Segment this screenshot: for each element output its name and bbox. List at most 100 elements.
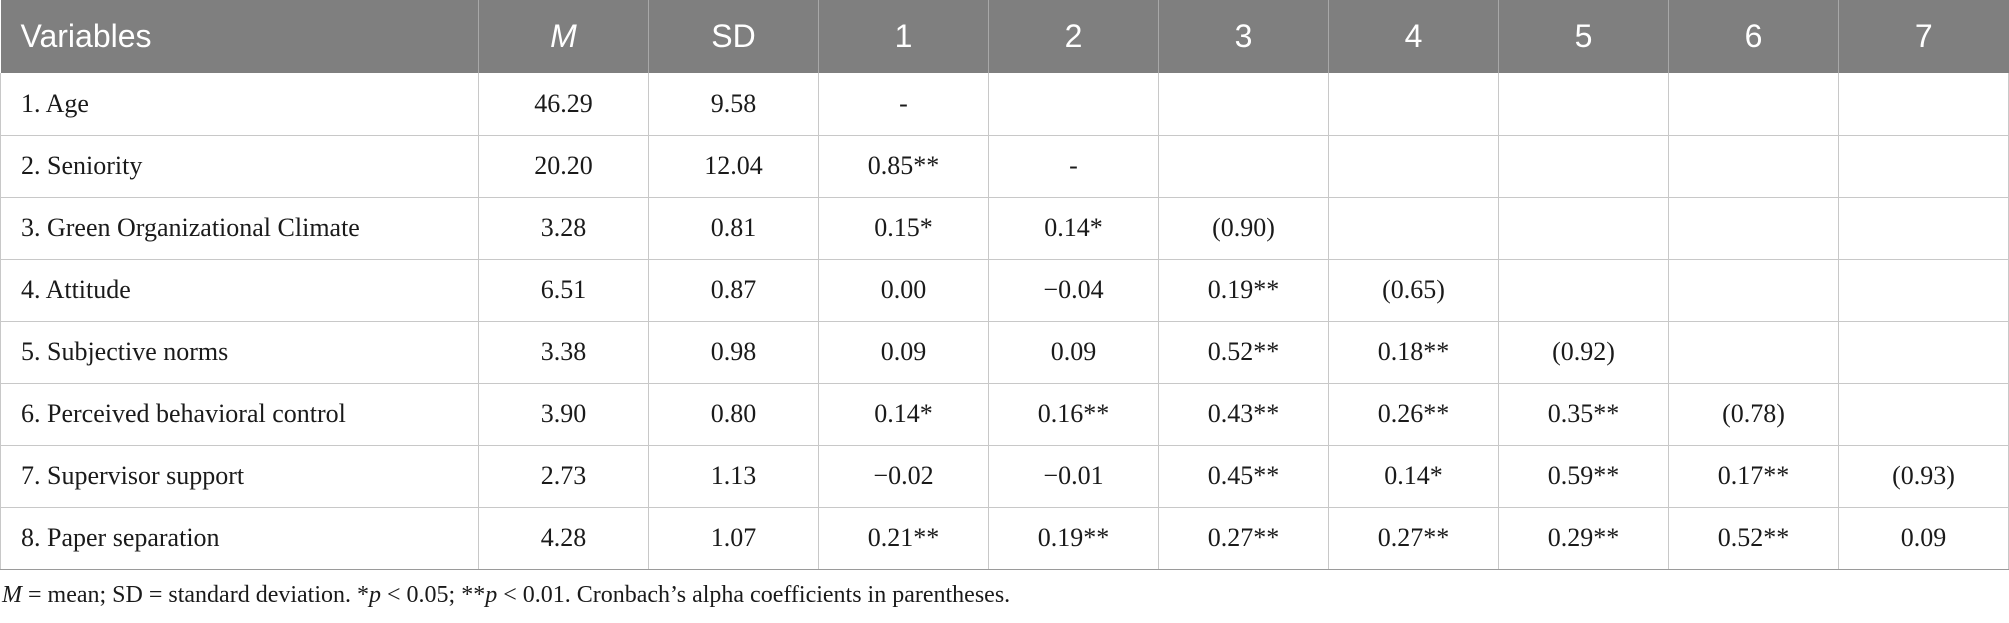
row-cell-6 [1668,197,1839,260]
row-sd: 12.04 [648,135,819,198]
row-cell-6: 0.52** [1668,507,1839,570]
row-cell-1: −0.02 [818,445,989,508]
row-cell-1: 0.85** [818,135,989,198]
row-cell-2: −0.04 [988,259,1159,322]
footnote-p1-symbol: p [369,582,382,608]
correlation-table-container: Variables M SD 1 2 3 4 5 6 7 1. Age 46.2… [0,0,2009,570]
row-cell-5 [1498,259,1669,322]
row-cell-5: (0.92) [1498,321,1669,384]
row-cell-5: 0.29** [1498,507,1669,570]
row-sd: 0.80 [648,383,819,446]
row-cell-2 [988,73,1159,136]
row-sd: 0.81 [648,197,819,260]
row-cell-6 [1668,259,1839,322]
row-cell-7: (0.93) [1838,445,2009,508]
row-mean: 6.51 [478,259,649,322]
row-mean: 20.20 [478,135,649,198]
table-footnote: M = mean; SD = standard deviation. *p < … [2,582,1010,609]
row-variable-name: 4. Attitude [0,259,479,322]
row-cell-4 [1328,197,1499,260]
row-cell-7 [1838,321,2009,384]
row-cell-2: - [988,135,1159,198]
row-variable-name: 3. Green Organizational Climate [0,197,479,260]
footnote-m-symbol: M [2,582,22,608]
header-col-3: 3 [1158,0,1329,73]
row-sd: 9.58 [648,73,819,136]
header-variables: Variables [0,0,479,73]
row-variable-name: 7. Supervisor support [0,445,479,508]
row-sd: 0.98 [648,321,819,384]
row-cell-3 [1158,73,1329,136]
header-col-5: 5 [1498,0,1669,73]
row-variable-name: 6. Perceived behavioral control [0,383,479,446]
row-cell-6: 0.17** [1668,445,1839,508]
row-cell-6 [1668,321,1839,384]
row-cell-3: 0.52** [1158,321,1329,384]
footnote-m-definition: = mean; SD = standard deviation. * [22,582,370,608]
row-cell-4: (0.65) [1328,259,1499,322]
row-cell-7 [1838,383,2009,446]
footnote-p1-definition: < 0.05; ** [381,582,486,608]
row-variable-name: 1. Age [0,73,479,136]
header-col-7: 7 [1914,18,1933,54]
row-variable-name: 5. Subjective norms [0,321,479,384]
row-cell-6 [1668,135,1839,198]
row-cell-3: (0.90) [1158,197,1329,260]
footnote-p2-symbol: p [485,582,498,608]
row-cell-4 [1328,135,1499,198]
row-cell-4: 0.18** [1328,321,1499,384]
row-cell-4 [1328,73,1499,136]
row-cell-2: 0.16** [988,383,1159,446]
row-cell-6: (0.78) [1668,383,1839,446]
table-row: 1. Age 46.29 9.58 - [0,73,2009,136]
row-cell-7 [1838,259,2009,322]
row-cell-7 [1838,197,2009,260]
row-cell-2: 0.14* [988,197,1159,260]
row-cell-5: 0.35** [1498,383,1669,446]
table-row: 5. Subjective norms 3.38 0.98 0.09 0.09 … [0,321,2009,384]
row-cell-5: 0.59** [1498,445,1669,508]
row-cell-3: 0.45** [1158,445,1329,508]
footnote-p2-definition: < 0.01. Cronbach’s alpha coefficients in… [497,582,1011,608]
header-col-1: 1 [818,0,989,73]
row-cell-3: 0.27** [1158,507,1329,570]
row-cell-5 [1498,197,1669,260]
row-cell-3: 0.19** [1158,259,1329,322]
row-cell-7: 0.09 [1838,507,2009,570]
row-cell-5 [1498,73,1669,136]
row-cell-4: 0.26** [1328,383,1499,446]
row-cell-3 [1158,135,1329,198]
table-row: 3. Green Organizational Climate 3.28 0.8… [0,197,2009,260]
table-row: 4. Attitude 6.51 0.87 0.00 −0.04 0.19** … [0,259,2009,322]
row-mean: 46.29 [478,73,649,136]
header-col-4: 4 [1328,0,1499,73]
row-cell-1: 0.09 [818,321,989,384]
row-cell-7 [1838,135,2009,198]
row-cell-1: 0.15* [818,197,989,260]
row-cell-7 [1838,73,2009,136]
row-cell-6 [1668,73,1839,136]
table-row: 6. Perceived behavioral control 3.90 0.8… [0,383,2009,446]
row-cell-1: 0.00 [818,259,989,322]
header-col-2: 2 [988,0,1159,73]
row-cell-2: 0.19** [988,507,1159,570]
row-variable-name: 2. Seniority [0,135,479,198]
row-mean: 3.38 [478,321,649,384]
row-cell-5 [1498,135,1669,198]
header-col-6: 6 [1668,0,1839,73]
row-variable-name: 8. Paper separation [0,507,479,570]
row-cell-3: 0.43** [1158,383,1329,446]
header-sd: SD [648,0,819,73]
correlation-table: Variables M SD 1 2 3 4 5 6 7 1. Age 46.2… [0,0,2009,570]
row-sd: 1.13 [648,445,819,508]
row-cell-2: −0.01 [988,445,1159,508]
row-cell-4: 0.14* [1328,445,1499,508]
row-mean: 3.28 [478,197,649,260]
row-cell-4: 0.27** [1328,507,1499,570]
row-sd: 0.87 [648,259,819,322]
table-header-row: Variables M SD 1 2 3 4 5 6 7 [0,0,2009,73]
row-mean: 3.90 [478,383,649,446]
row-cell-2: 0.09 [988,321,1159,384]
table-row: 2. Seniority 20.20 12.04 0.85** - [0,135,2009,198]
table-row: 8. Paper separation 4.28 1.07 0.21** 0.1… [0,507,2009,570]
